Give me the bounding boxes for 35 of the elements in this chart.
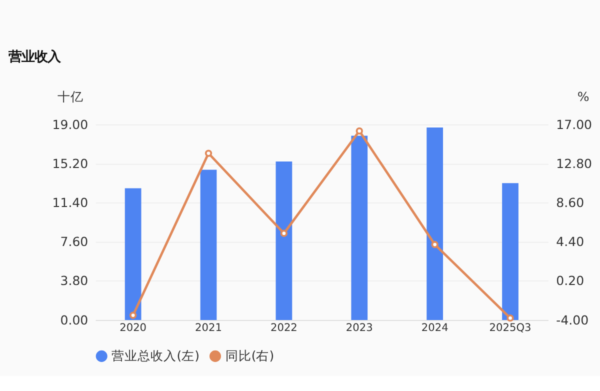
x-tick-label: 2024 bbox=[421, 322, 449, 334]
y2-tick-label: 4.40 bbox=[556, 234, 584, 250]
point bbox=[129, 312, 137, 319]
point bbox=[280, 230, 288, 237]
y2-axis-title: % bbox=[577, 88, 590, 104]
y2-tick-label: 12.80 bbox=[556, 156, 592, 171]
y2-tick-label: 17.00 bbox=[556, 116, 592, 132]
bar bbox=[426, 128, 444, 320]
bar bbox=[276, 161, 292, 320]
legend-label: 同比(右) bbox=[225, 348, 274, 364]
y-tick-label: 11.40 bbox=[52, 194, 88, 210]
chart-title: 营业收入 bbox=[7, 48, 62, 65]
point bbox=[506, 314, 514, 322]
legend-label: 营业总收入(左) bbox=[112, 348, 200, 364]
y2-tick-label: 8.60 bbox=[556, 194, 584, 210]
x-tick-label: 2020 bbox=[120, 322, 147, 334]
y-tick-label: 15.20 bbox=[52, 156, 88, 171]
x-tick-label: 2023 bbox=[346, 322, 373, 334]
bar bbox=[200, 170, 217, 320]
bar bbox=[502, 183, 518, 320]
y-tick-label: 19.00 bbox=[52, 116, 88, 132]
bar bbox=[351, 136, 368, 320]
bar bbox=[124, 188, 142, 320]
y2-tick-label: -4.00 bbox=[556, 312, 589, 328]
y-axis-title: 十亿 bbox=[57, 88, 84, 104]
x-tick-label: 2025Q3 bbox=[489, 322, 532, 334]
y2-tick-label: 0.20 bbox=[556, 273, 584, 288]
point bbox=[204, 150, 212, 157]
point bbox=[431, 240, 438, 248]
point bbox=[356, 127, 363, 135]
y-tick-label: 0.00 bbox=[60, 312, 88, 328]
x-tick-label: 2021 bbox=[195, 322, 222, 334]
y-tick-label: 7.60 bbox=[60, 234, 88, 250]
y-tick-label: 3.80 bbox=[60, 273, 88, 288]
x-tick-label: 2022 bbox=[270, 322, 298, 334]
